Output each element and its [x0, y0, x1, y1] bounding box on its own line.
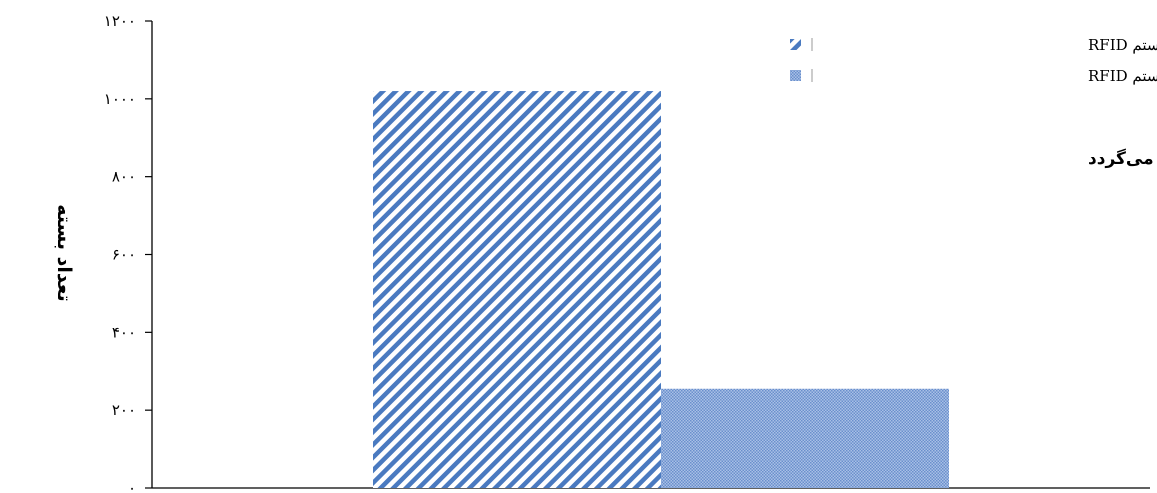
y-tick-label: ۰ — [128, 479, 136, 493]
y-tick-label: ۶۰۰ — [112, 246, 136, 264]
y-axis-label: تعداد بسته — [53, 204, 75, 301]
legend-label-2: بعد از پیاده‌سازی سیستم RFID — [1088, 67, 1157, 85]
bar-series-1 — [373, 91, 661, 489]
annotation-reduction: ۷۵٪ کاهش مشاهده می‌گردد — [1088, 148, 1157, 169]
bars — [373, 91, 949, 489]
bar-series-2 — [661, 388, 949, 488]
legend-label-1: قبل از پیاده‌سازی سستم RFID — [1088, 36, 1157, 54]
y-tick-label: ۱۲۰۰ — [104, 12, 136, 30]
y-tick-label: ۲۰۰ — [112, 401, 136, 419]
legend-swatch-2 — [790, 70, 801, 81]
legend-swatch-1 — [790, 39, 801, 50]
legend: قبل از پیاده‌سازی سستم RFID بعد از پیاده‌… — [790, 36, 1157, 85]
y-tick-label: ۱۰۰۰ — [104, 90, 136, 108]
y-tick-label: ۸۰۰ — [112, 168, 136, 186]
y-axis: ۰ ۲۰۰ ۴۰۰ ۶۰۰ ۸۰۰ ۱۰۰۰ ۱۲۰۰ — [104, 12, 1150, 493]
y-tick-label: ۴۰۰ — [112, 323, 136, 341]
